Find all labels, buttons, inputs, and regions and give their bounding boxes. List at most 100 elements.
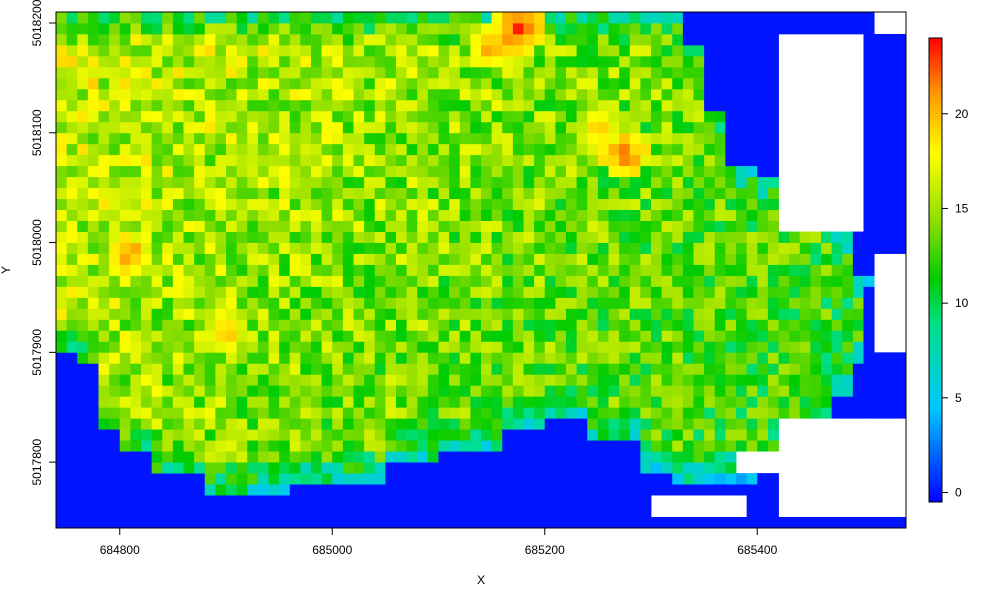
heatmap-cell xyxy=(247,275,259,287)
heatmap-cell xyxy=(98,99,110,112)
heatmap-cell xyxy=(725,396,737,408)
heatmap-cell xyxy=(396,451,408,463)
heatmap-cell xyxy=(396,330,408,342)
heatmap-cell xyxy=(842,385,854,397)
heatmap-cell xyxy=(810,517,822,529)
heatmap-cell xyxy=(396,66,408,79)
heatmap-cell xyxy=(821,363,833,375)
heatmap-cell xyxy=(119,484,131,496)
heatmap-cell xyxy=(87,99,99,112)
heatmap-cell xyxy=(629,165,641,178)
heatmap-cell xyxy=(629,209,641,221)
heatmap-cell xyxy=(342,253,354,265)
heatmap-cell xyxy=(342,418,354,430)
heatmap-cell xyxy=(874,396,886,408)
heatmap-cell xyxy=(544,44,556,57)
heatmap-cell xyxy=(523,55,535,68)
heatmap-cell xyxy=(342,275,354,287)
heatmap-cell xyxy=(534,440,546,452)
heatmap-cell xyxy=(661,143,673,156)
heatmap-cell xyxy=(406,418,418,430)
heatmap-cell xyxy=(204,374,216,386)
heatmap-cell xyxy=(895,187,907,200)
heatmap-cell xyxy=(268,363,280,375)
heatmap-cell xyxy=(512,473,524,485)
heatmap-cell xyxy=(619,187,631,200)
heatmap-cell xyxy=(672,187,684,200)
heatmap-cell xyxy=(523,484,535,496)
heatmap-cell xyxy=(555,220,567,232)
heatmap-cell xyxy=(672,253,684,265)
heatmap-cell xyxy=(767,517,779,529)
heatmap-cell xyxy=(353,132,365,145)
heatmap-cell xyxy=(576,396,588,408)
heatmap-cell xyxy=(396,462,408,474)
heatmap-cell xyxy=(459,209,471,221)
heatmap-cell xyxy=(661,99,673,112)
heatmap-cell xyxy=(842,319,854,331)
heatmap-cell xyxy=(863,220,875,232)
heatmap-cell xyxy=(183,517,195,529)
heatmap-cell xyxy=(672,110,684,123)
heatmap-cell xyxy=(874,374,886,386)
heatmap-cell xyxy=(544,440,556,452)
heatmap-cell xyxy=(257,352,269,364)
heatmap-cell xyxy=(130,385,142,397)
heatmap-cell xyxy=(311,121,323,134)
heatmap-cell xyxy=(842,352,854,364)
heatmap-cell xyxy=(459,154,471,167)
heatmap-cell xyxy=(353,462,365,474)
heatmap-cell xyxy=(576,22,588,35)
heatmap-cell xyxy=(608,319,620,331)
heatmap-cell xyxy=(491,121,503,134)
heatmap-cell xyxy=(289,407,301,419)
heatmap-cell xyxy=(629,275,641,287)
heatmap-cell xyxy=(714,77,726,90)
heatmap-cell xyxy=(141,319,153,331)
heatmap-cell xyxy=(821,330,833,342)
heatmap-cell xyxy=(566,484,578,496)
heatmap-cell xyxy=(172,319,184,331)
heatmap-cell xyxy=(587,275,599,287)
heatmap-cell xyxy=(810,275,822,287)
heatmap-cell xyxy=(502,187,514,200)
heatmap-cell xyxy=(374,462,386,474)
heatmap-cell xyxy=(385,231,397,243)
heatmap-cell xyxy=(279,121,291,134)
heatmap-cell xyxy=(194,374,206,386)
heatmap-cell xyxy=(172,143,184,156)
heatmap-cell xyxy=(396,187,408,200)
heatmap-cell xyxy=(353,77,365,90)
heatmap-cell xyxy=(640,55,652,68)
heatmap-cell xyxy=(257,44,269,57)
heatmap-cell xyxy=(491,319,503,331)
heatmap-cell xyxy=(215,143,227,156)
heatmap-cell xyxy=(130,341,142,353)
heatmap-cell xyxy=(481,220,493,232)
heatmap-cell xyxy=(491,484,503,496)
heatmap-cell xyxy=(470,473,482,485)
heatmap-cell xyxy=(109,220,121,232)
heatmap-cell xyxy=(863,352,875,364)
heatmap-cell xyxy=(682,396,694,408)
heatmap-cell xyxy=(438,396,450,408)
heatmap-cell xyxy=(863,308,875,320)
heatmap-cell xyxy=(597,121,609,134)
heatmap-cell xyxy=(204,33,216,46)
heatmap-cell xyxy=(342,352,354,364)
heatmap-cell xyxy=(704,275,716,287)
heatmap-cell xyxy=(481,440,493,452)
heatmap-cell xyxy=(56,451,68,463)
heatmap-cell xyxy=(470,352,482,364)
heatmap-cell xyxy=(789,286,801,298)
heatmap-cell xyxy=(757,242,769,254)
heatmap-cell xyxy=(396,33,408,46)
heatmap-cell xyxy=(204,220,216,232)
heatmap-cell xyxy=(672,88,684,101)
heatmap-cell xyxy=(884,198,896,211)
heatmap-cell xyxy=(236,33,248,46)
heatmap-cell xyxy=(523,407,535,419)
heatmap-cell xyxy=(141,165,153,178)
heatmap-cell xyxy=(597,462,609,474)
heatmap-cell xyxy=(672,374,684,386)
